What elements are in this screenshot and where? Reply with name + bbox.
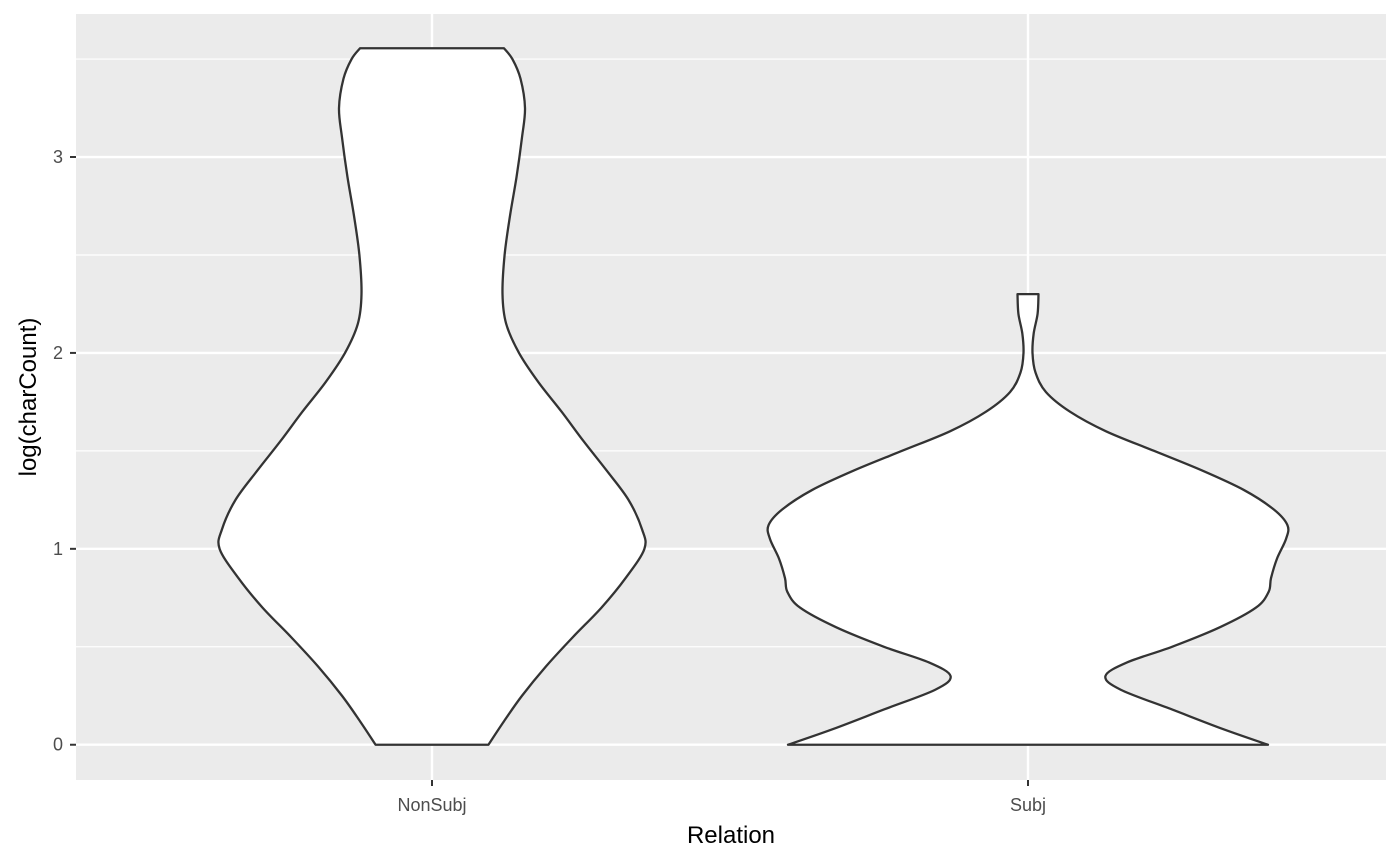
y-tick-label: 1 (53, 539, 63, 559)
y-tick-label: 2 (53, 343, 63, 363)
y-tick-label: 3 (53, 147, 63, 167)
violins (217, 47, 1290, 746)
y-tick-label: 0 (53, 735, 63, 755)
x-tick-label: Subj (1010, 795, 1046, 815)
y-axis-title: log(charCount) (15, 318, 42, 477)
plot-panel (76, 14, 1386, 780)
x-axis: NonSubj Subj (397, 780, 1046, 815)
violin-subj (766, 293, 1290, 746)
violin-nonsubj (217, 47, 647, 746)
x-axis-title: Relation (687, 822, 775, 849)
y-axis: 0 1 2 3 (53, 147, 76, 755)
x-tick-label: NonSubj (397, 795, 466, 815)
